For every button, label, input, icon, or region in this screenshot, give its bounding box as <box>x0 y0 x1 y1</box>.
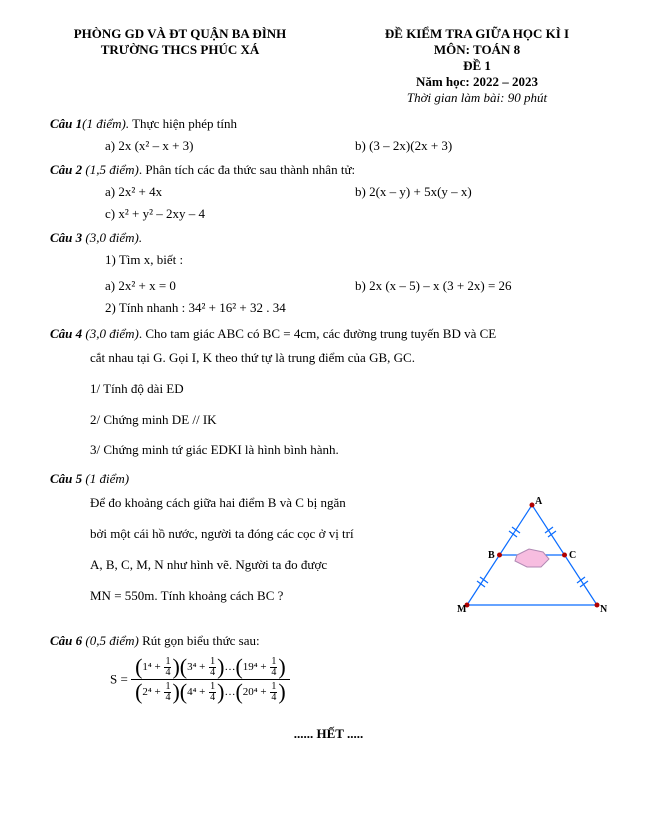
q6-term: (20⁴ + 14) <box>235 681 285 703</box>
school-year: Năm học: 2022 – 2023 <box>347 74 607 90</box>
q3-title: Câu 3 (3,0 điểm). <box>50 230 607 246</box>
q3-line2: 2) Tính nhanh : 34² + 16² + 32 . 34 <box>105 300 607 316</box>
q5-p3: A, B, C, M, N như hình vẽ. Người ta đo đ… <box>90 555 447 576</box>
q3-line1: 1) Tìm x, biết : <box>105 252 607 268</box>
q3-b: b) 2x (x – 5) – x (3 + 2x) = 26 <box>355 278 512 294</box>
diagram-label-c: C <box>569 550 576 561</box>
diagram-label-n: N <box>600 604 607 615</box>
diagram-label-m: M <box>457 604 467 615</box>
q4-points: (3,0 điểm) <box>85 326 138 341</box>
q3-a: a) 2x² + x = 0 <box>105 278 355 294</box>
q1-label: Câu 1 <box>50 116 82 131</box>
q6-term: (2⁴ + 14) <box>135 681 180 703</box>
q6-ellipsis: … <box>224 686 235 698</box>
q6-term: (3⁴ + 14) <box>180 656 225 678</box>
q2-b: b) 2(x – y) + 5x(y – x) <box>355 184 472 200</box>
q6-desc: Rút gọn biểu thức sau: <box>139 633 260 648</box>
q5-text: Để đo khoảng cách giữa hai điểm B và C b… <box>50 493 447 616</box>
q5-p1: Để đo khoảng cách giữa hai điểm B và C b… <box>90 493 447 514</box>
q2-row1: a) 2x² + 4x b) 2(x – y) + 5x(y – x) <box>105 184 607 200</box>
q5-label: Câu 5 <box>50 471 85 486</box>
q5-p2: bởi một cái hồ nước, người ta đóng các c… <box>90 524 447 545</box>
q6-formula: S = (1⁴ + 14)(3⁴ + 14)…(19⁴ + 14) (2⁴ + … <box>110 655 607 704</box>
q1-points: (1 điểm). <box>82 116 129 131</box>
q1-title: Câu 1(1 điểm). Thực hiện phép tính <box>50 116 607 132</box>
q5-body: Để đo khoảng cách giữa hai điểm B và C b… <box>50 493 607 617</box>
q6-points: (0,5 điểm) <box>85 633 138 648</box>
q6-term: (4⁴ + 14) <box>180 681 225 703</box>
end-marker: ...... HẾT ..... <box>50 726 607 742</box>
q5-title: Câu 5 (1 điểm) <box>50 471 607 487</box>
q6-title: Câu 6 (0,5 điểm) Rút gọn biểu thức sau: <box>50 633 607 649</box>
q4-label: Câu 4 <box>50 326 85 341</box>
q4-title: Câu 4 (3,0 điểm). Cho tam giác ABC có BC… <box>50 326 607 342</box>
diagram-label-b: B <box>488 550 495 561</box>
header-block: PHÒNG GD VÀ ĐT QUẬN BA ĐÌNH TRƯỜNG THCS … <box>50 26 607 106</box>
q2-desc: . Phân tích các đa thức sau thành nhân t… <box>139 162 355 177</box>
exam-title: ĐỀ KIỂM TRA GIỮA HỌC KÌ I <box>347 26 607 42</box>
q6-ellipsis: … <box>224 661 235 673</box>
q6-term: (19⁴ + 14) <box>235 656 285 678</box>
q6-term: (1⁴ + 14) <box>135 656 180 678</box>
q5-p4: MN = 550m. Tính khoảng cách BC ? <box>90 586 447 607</box>
q1-a: a) 2x (x² – x + 3) <box>105 138 355 154</box>
header-right: ĐỀ KIỂM TRA GIỮA HỌC KÌ I MÔN: TOÁN 8 ĐỀ… <box>347 26 607 106</box>
q6-label: Câu 6 <box>50 633 85 648</box>
dept-line: PHÒNG GD VÀ ĐT QUẬN BA ĐÌNH <box>50 26 310 42</box>
subject-line: MÔN: TOÁN 8 <box>347 42 607 58</box>
diagram-label-a: A <box>535 497 543 507</box>
q6-big-fraction: (1⁴ + 14)(3⁴ + 14)…(19⁴ + 14) (2⁴ + 14)(… <box>131 655 290 704</box>
q4-desc: . Cho tam giác ABC có BC = 4cm, các đườn… <box>139 326 496 341</box>
q4-p2: 1/ Tính độ dài ED <box>90 379 607 400</box>
q3-label: Câu 3 <box>50 230 85 245</box>
q1-b: b) (3 – 2x)(2x + 3) <box>355 138 452 154</box>
q6-lhs: S = <box>110 672 128 687</box>
q4-p1: cắt nhau tại G. Gọi I, K theo thứ tự là … <box>90 348 607 369</box>
q5-diagram: A B C M N <box>457 497 607 617</box>
q3-points: (3,0 điểm). <box>85 230 142 245</box>
q2-c: c) x² + y² – 2xy – 4 <box>105 206 607 222</box>
exam-number: ĐỀ 1 <box>347 58 607 74</box>
q2-a: a) 2x² + 4x <box>105 184 355 200</box>
q4-p4: 3/ Chứng minh tứ giác EDKI là hình bình … <box>90 440 607 461</box>
school-line: TRƯỜNG THCS PHÚC XÁ <box>50 42 310 58</box>
q3-row: a) 2x² + x = 0 b) 2x (x – 5) – x (3 + 2x… <box>105 278 607 294</box>
q4-p3: 2/ Chứng minh DE // IK <box>90 410 607 431</box>
q5-points: (1 điểm) <box>85 471 129 486</box>
header-left: PHÒNG GD VÀ ĐT QUẬN BA ĐÌNH TRƯỜNG THCS … <box>50 26 310 106</box>
q1-row: a) 2x (x² – x + 3) b) (3 – 2x)(2x + 3) <box>105 138 607 154</box>
q2-title: Câu 2 (1,5 điểm). Phân tích các đa thức … <box>50 162 607 178</box>
duration-line: Thời gian làm bài: 90 phút <box>347 90 607 106</box>
q1-desc: Thực hiện phép tính <box>129 116 237 131</box>
q2-label: Câu 2 <box>50 162 85 177</box>
q2-points: (1,5 điểm) <box>85 162 138 177</box>
triangle-svg: A B C M N <box>457 497 607 617</box>
